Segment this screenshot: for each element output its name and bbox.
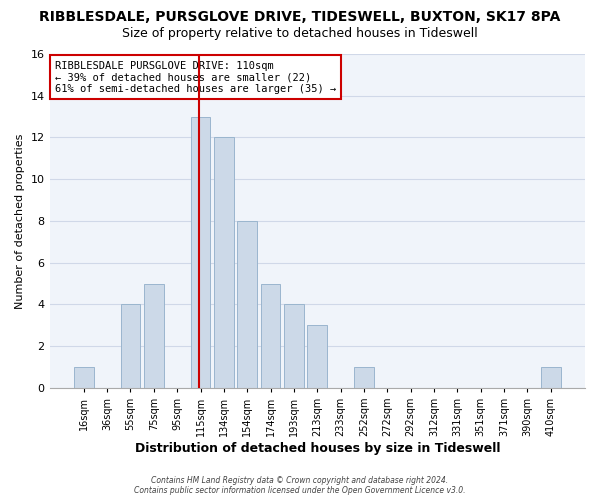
X-axis label: Distribution of detached houses by size in Tideswell: Distribution of detached houses by size … xyxy=(134,442,500,455)
Y-axis label: Number of detached properties: Number of detached properties xyxy=(15,134,25,308)
Text: RIBBLESDALE PURSGLOVE DRIVE: 110sqm
← 39% of detached houses are smaller (22)
61: RIBBLESDALE PURSGLOVE DRIVE: 110sqm ← 39… xyxy=(55,60,336,94)
Bar xyxy=(307,326,327,388)
Text: RIBBLESDALE, PURSGLOVE DRIVE, TIDESWELL, BUXTON, SK17 8PA: RIBBLESDALE, PURSGLOVE DRIVE, TIDESWELL,… xyxy=(40,10,560,24)
Bar xyxy=(541,367,560,388)
Bar xyxy=(238,221,257,388)
Bar xyxy=(214,138,234,388)
Bar xyxy=(191,116,211,388)
Bar xyxy=(284,304,304,388)
Bar xyxy=(260,284,280,388)
Text: Contains HM Land Registry data © Crown copyright and database right 2024.
Contai: Contains HM Land Registry data © Crown c… xyxy=(134,476,466,495)
Bar xyxy=(144,284,164,388)
Text: Size of property relative to detached houses in Tideswell: Size of property relative to detached ho… xyxy=(122,28,478,40)
Bar xyxy=(121,304,140,388)
Bar xyxy=(74,367,94,388)
Bar xyxy=(354,367,374,388)
